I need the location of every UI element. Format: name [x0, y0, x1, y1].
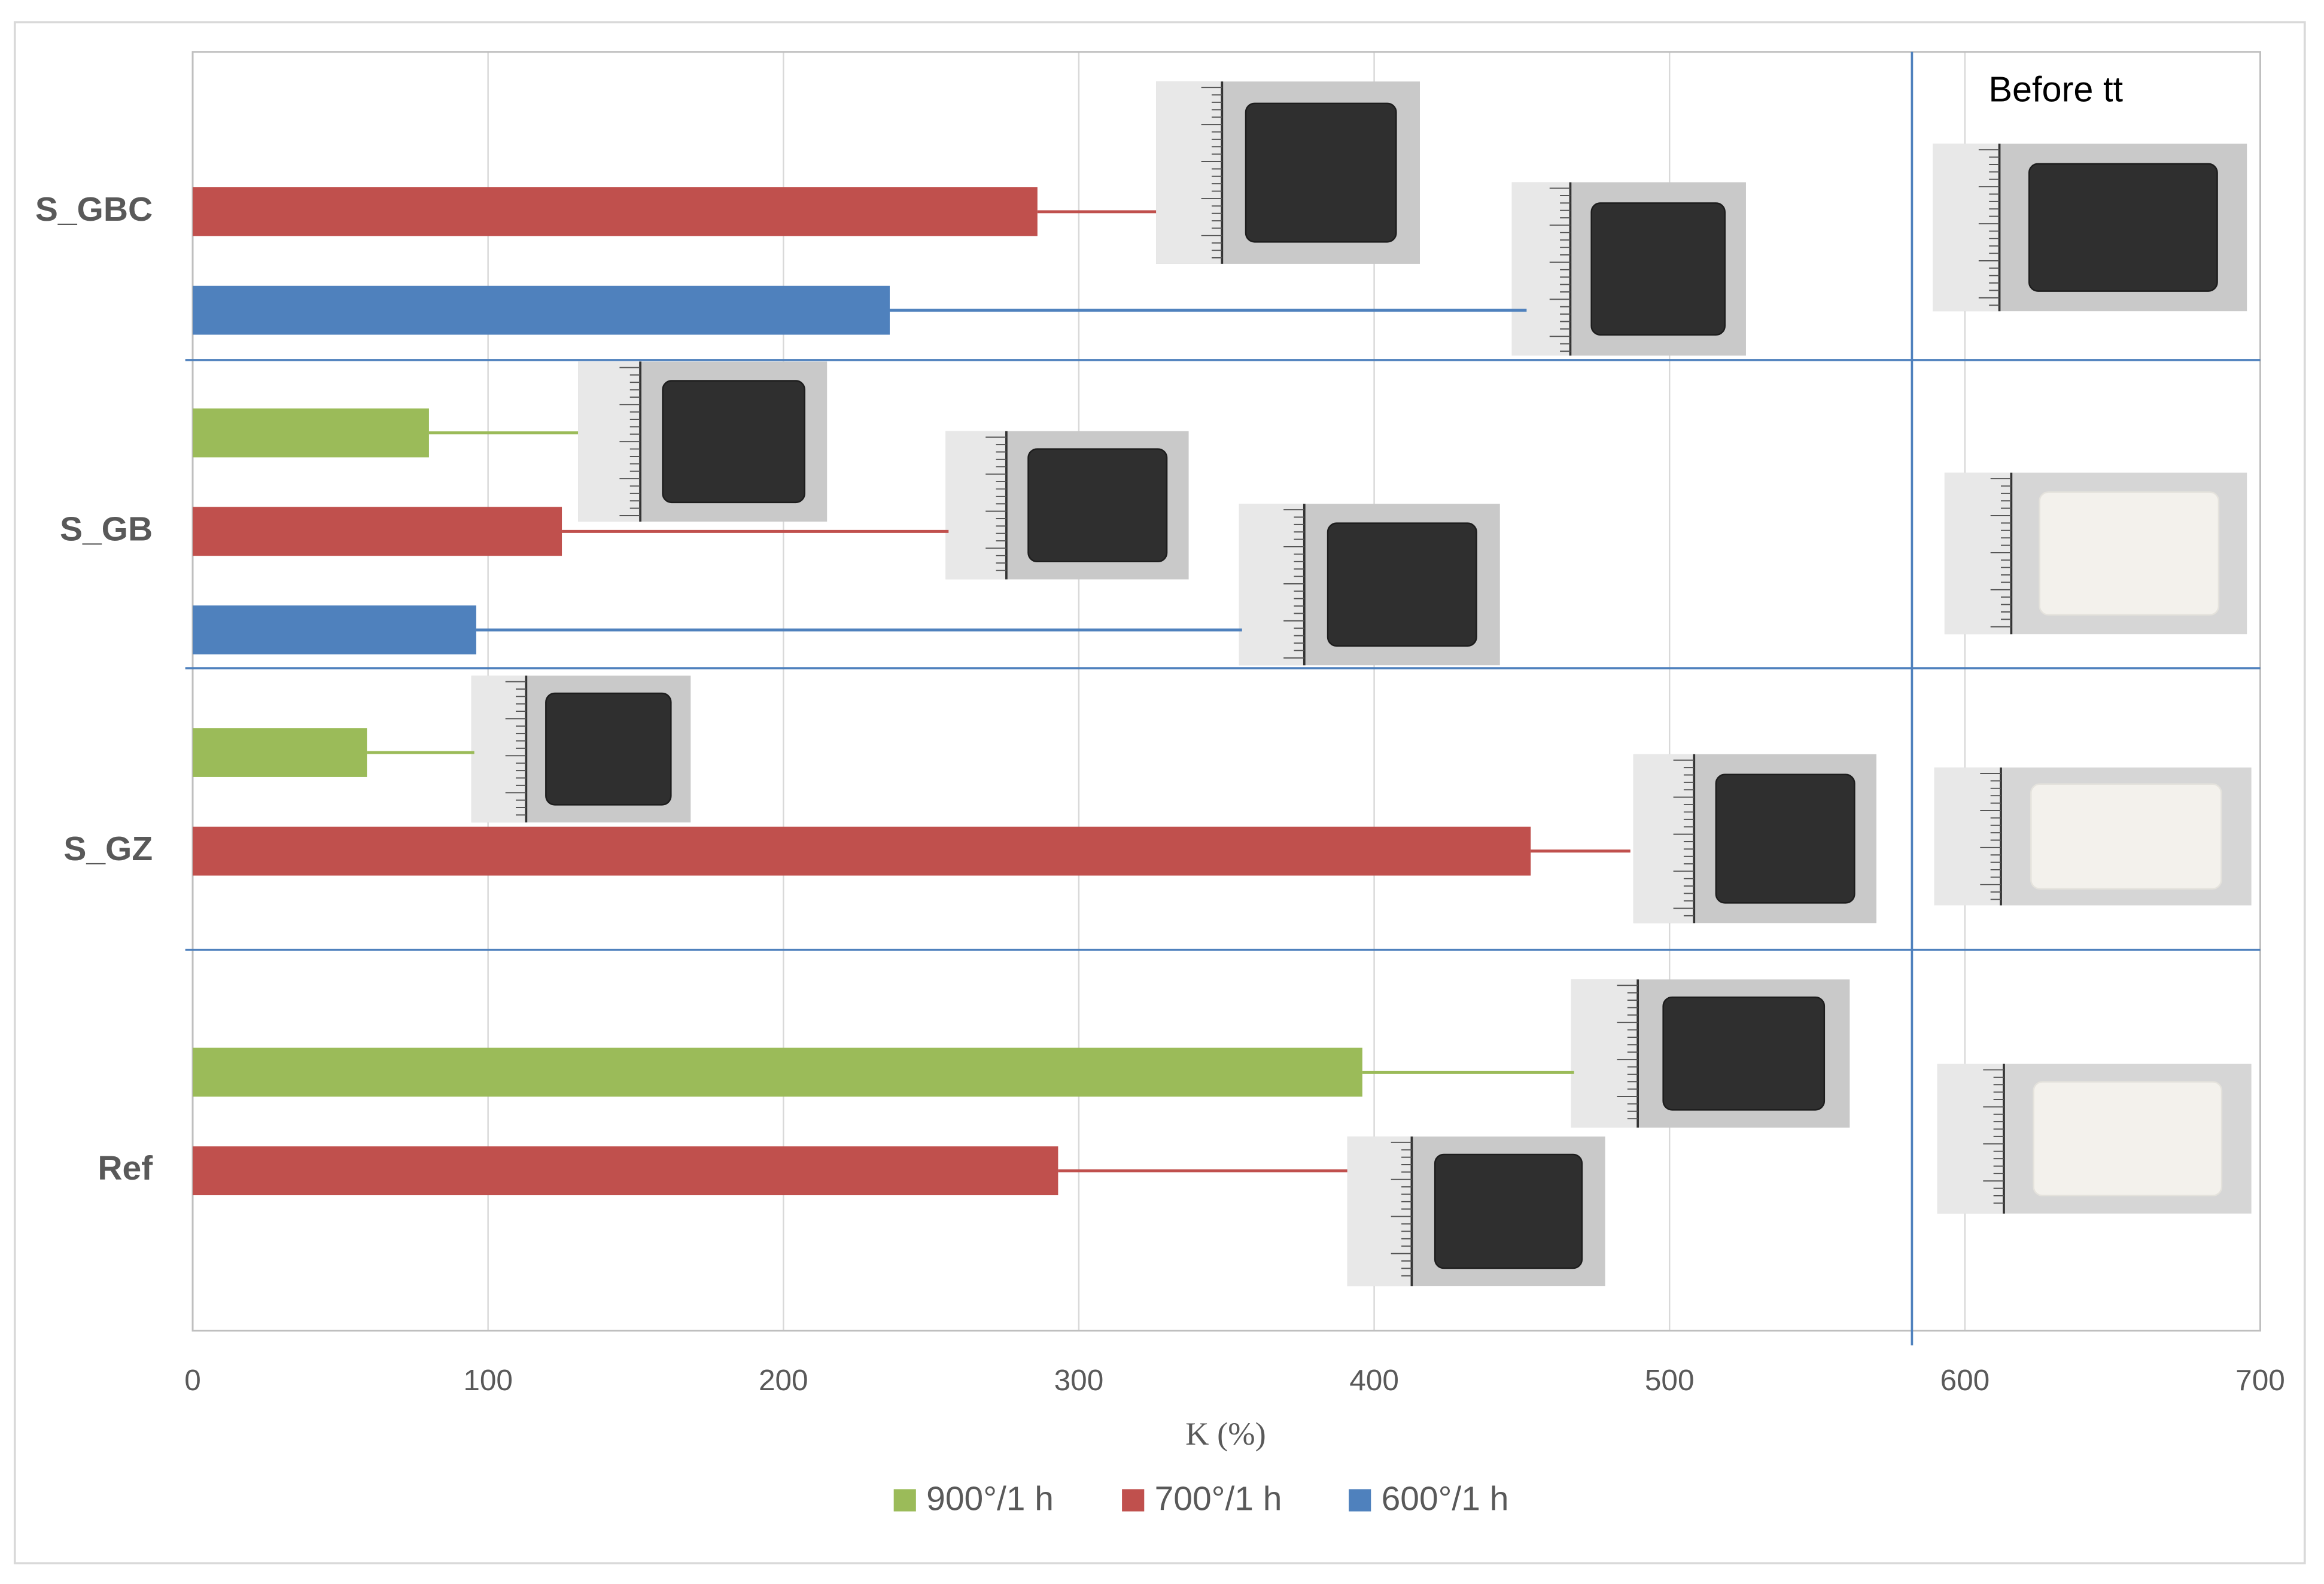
sample: [1434, 1153, 1583, 1269]
bar: [193, 1146, 1058, 1196]
annotation: Before tt: [1988, 69, 2123, 109]
ruler: [1933, 144, 2000, 312]
ruler: [471, 675, 527, 823]
sample-photo: [1937, 1064, 2252, 1214]
ruler: [1633, 754, 1695, 924]
sample: [1715, 773, 1855, 904]
y-tick-label: S_GB: [60, 510, 153, 548]
ruler: [1944, 473, 2012, 635]
bar: [193, 187, 1038, 236]
sample: [2028, 163, 2218, 292]
sample-photo: [1944, 473, 2247, 635]
ruler: [1934, 767, 2001, 906]
sample-photo: [1934, 767, 2252, 906]
sample-photo: [1511, 182, 1746, 356]
bar: [193, 728, 367, 777]
ruler: [1511, 182, 1571, 356]
x-tick-label: 200: [759, 1364, 808, 1397]
ruler: [1156, 81, 1222, 264]
x-tick-label: 500: [1645, 1364, 1695, 1397]
legend-label: 700°/1 h: [1155, 1479, 1282, 1518]
x-tick-label: 600: [1940, 1364, 1990, 1397]
x-tick-label: 300: [1054, 1364, 1104, 1397]
sample: [2033, 1081, 2223, 1196]
sample-photo: [471, 675, 691, 823]
sample-photo: [1933, 144, 2247, 312]
legend-swatch: [1349, 1489, 1371, 1512]
ruler: [1937, 1064, 2004, 1214]
sample-photo: [945, 431, 1189, 580]
y-tick-label: Ref: [98, 1149, 153, 1187]
sample: [662, 380, 805, 504]
sample: [2039, 491, 2220, 616]
sample-photo: [1156, 81, 1420, 264]
ruler: [1347, 1136, 1412, 1287]
sample-photo: [1571, 979, 1850, 1128]
x-tick-label: 700: [2235, 1364, 2285, 1397]
plot-border: [191, 51, 2261, 1332]
y-tick-label: S_GZ: [63, 830, 153, 868]
x-tick-label: 100: [463, 1364, 513, 1397]
legend-label: 600°/1 h: [1382, 1479, 1509, 1518]
legend-swatch: [1122, 1489, 1145, 1512]
legend-label: 900°/1 h: [926, 1479, 1054, 1518]
sample: [1027, 448, 1168, 563]
sample: [545, 692, 672, 806]
x-tick-label: 0: [184, 1364, 201, 1397]
sample-photo: [1633, 754, 1876, 924]
sample: [2030, 783, 2222, 890]
x-axis-label: K (%): [1185, 1415, 1266, 1452]
bar: [193, 285, 890, 335]
sample: [1590, 202, 1726, 336]
bar: [193, 826, 1531, 876]
x-tick-label: 400: [1349, 1364, 1399, 1397]
sample-photo: [1239, 504, 1500, 666]
sample-photo: [1347, 1136, 1605, 1287]
ruler: [1239, 504, 1304, 666]
bar: [193, 507, 562, 556]
legend-swatch: [893, 1489, 916, 1512]
ruler: [1571, 979, 1638, 1128]
y-tick-label: S_GBC: [35, 190, 153, 229]
sample: [1327, 522, 1477, 647]
bar: [193, 605, 476, 654]
sample: [1662, 996, 1826, 1111]
bar: [193, 408, 429, 458]
chart-frame: [13, 21, 2306, 1565]
sample: [1245, 102, 1397, 243]
bar: [193, 1047, 1362, 1097]
ruler: [945, 431, 1006, 580]
sample-photo: [578, 361, 828, 522]
